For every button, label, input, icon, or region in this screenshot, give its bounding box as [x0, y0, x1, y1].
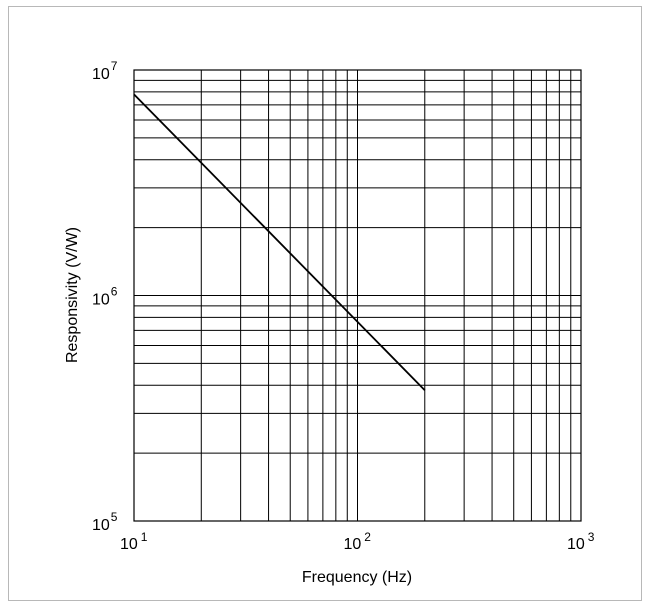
y-tick-label: 107 [92, 59, 118, 83]
x-tick-labels: 10 1 10 2 10 3 [120, 530, 595, 553]
x-tick-label: 10 1 [120, 530, 148, 553]
plot-border [133, 69, 582, 522]
y-axis-label: Responsivity (V/W) [64, 227, 81, 363]
grid-lines [133, 69, 582, 522]
x-tick-label: 10 3 [567, 530, 595, 553]
series-line [133, 93, 426, 391]
y-tick-label: 105 [92, 510, 118, 534]
x-tick-label: 10 2 [344, 530, 372, 553]
x-axis-label: Frequency (Hz) [302, 569, 412, 586]
y-tick-labels: 105 106 107 [92, 59, 118, 534]
series-layer [133, 93, 426, 391]
y-tick-label: 106 [92, 285, 118, 309]
